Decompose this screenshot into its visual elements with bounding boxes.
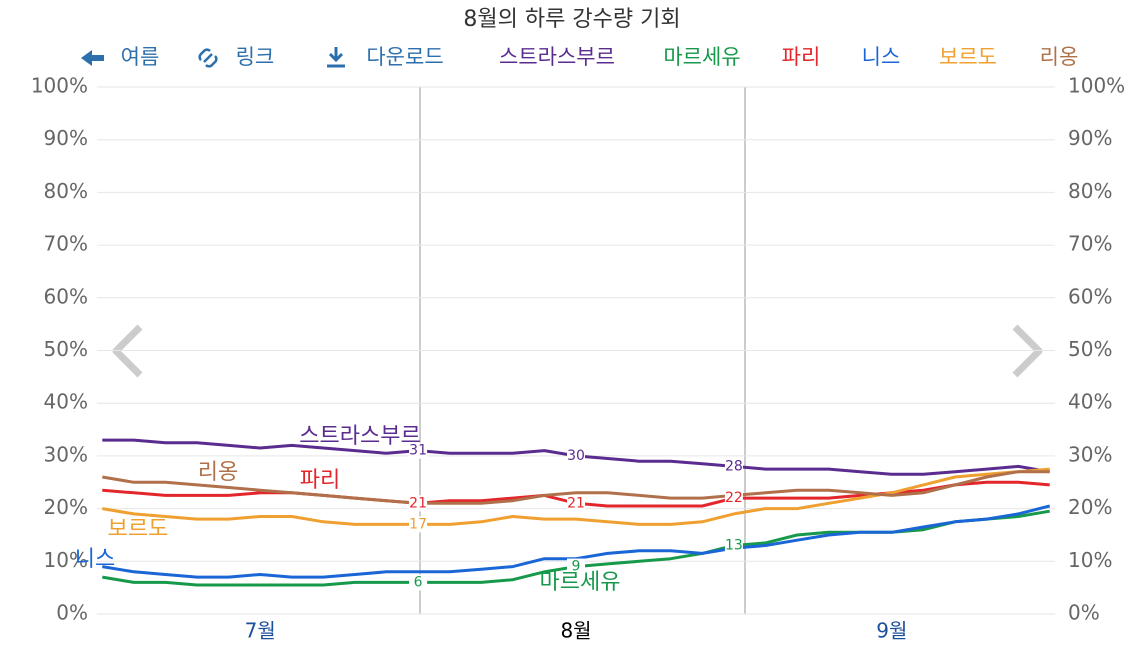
value-label: 21 — [567, 495, 585, 511]
y-tick-label: 10% — [44, 548, 88, 572]
series-line — [102, 470, 1050, 505]
legend-entry[interactable]: 니스 — [862, 45, 901, 69]
series-label: 보르도 — [108, 517, 169, 542]
y-tick-label-right: 60% — [1068, 284, 1112, 308]
value-label-bg — [567, 495, 585, 512]
back-icon[interactable] — [81, 50, 104, 66]
download-icon[interactable] — [327, 47, 345, 68]
link-icon[interactable] — [198, 48, 218, 68]
value-label-bg — [567, 558, 585, 575]
value-label: 17 — [409, 516, 427, 532]
value-label-bg — [567, 447, 585, 464]
y-tick-label-right: 20% — [1068, 495, 1112, 519]
value-label-bg — [724, 458, 743, 475]
series-label: 마르세유 — [540, 570, 621, 595]
y-tick-label: 100% — [31, 74, 88, 98]
x-tick-label: 7월 — [245, 619, 276, 643]
y-tick-label-right: 80% — [1068, 179, 1112, 203]
legend-entry[interactable]: 파리 — [782, 45, 821, 69]
y-tick-label-right: 0% — [1068, 601, 1100, 625]
legend-entry[interactable]: 마르세유 — [663, 45, 740, 69]
value-label-bg — [409, 495, 428, 512]
y-tick-label-right: 70% — [1068, 232, 1112, 256]
y-tick-label-right: 40% — [1068, 390, 1112, 414]
series-label: 스트라스부르 — [299, 424, 420, 449]
y-tick-label: 0% — [56, 601, 88, 625]
y-tick-label: 70% — [44, 232, 88, 256]
value-label-bg — [724, 490, 743, 507]
y-tick-label: 40% — [44, 390, 88, 414]
value-label-bg — [409, 442, 428, 459]
y-tick-label: 90% — [44, 126, 88, 150]
toolbar-button[interactable]: 여름 — [121, 45, 160, 69]
value-label: 30 — [567, 448, 585, 464]
series-label: 파리 — [300, 468, 340, 493]
chart-title: 8월의 하루 강수량 기회 — [463, 7, 680, 32]
value-label-bg — [724, 537, 743, 554]
value-label: 28 — [725, 458, 743, 474]
value-label: 6 — [414, 574, 423, 590]
x-tick-label: 9월 — [876, 619, 907, 643]
y-tick-label-right: 90% — [1068, 126, 1112, 150]
legend-entry[interactable]: 보르도 — [939, 45, 997, 69]
value-label: 13 — [725, 537, 743, 553]
toolbar-button[interactable]: 다운로드 — [366, 45, 443, 69]
y-tick-label-right: 50% — [1068, 337, 1112, 361]
series-line — [102, 467, 1050, 526]
y-tick-label-right: 30% — [1068, 442, 1112, 466]
series-label: 리옹 — [198, 460, 238, 485]
y-tick-label-right: 100% — [1068, 74, 1125, 98]
value-label: 22 — [725, 490, 743, 506]
value-label-bg — [409, 516, 428, 533]
y-tick-label: 30% — [44, 442, 88, 466]
y-tick-label: 50% — [44, 337, 88, 361]
toolbar-button[interactable]: 링크 — [236, 45, 275, 69]
legend-entry[interactable]: 스트라스부르 — [499, 45, 615, 69]
y-tick-label-right: 10% — [1068, 548, 1112, 572]
value-label-bg — [409, 574, 428, 591]
value-label: 31 — [409, 443, 427, 459]
series-label: 니스 — [75, 547, 115, 572]
value-label: 21 — [409, 495, 427, 511]
value-label: 9 — [572, 559, 581, 575]
y-tick-label: 60% — [44, 284, 88, 308]
y-tick-label: 80% — [44, 179, 88, 203]
y-tick-label: 20% — [44, 495, 88, 519]
legend-entry[interactable]: 리옹 — [1040, 45, 1079, 69]
x-tick-label: 8월 — [560, 619, 591, 643]
